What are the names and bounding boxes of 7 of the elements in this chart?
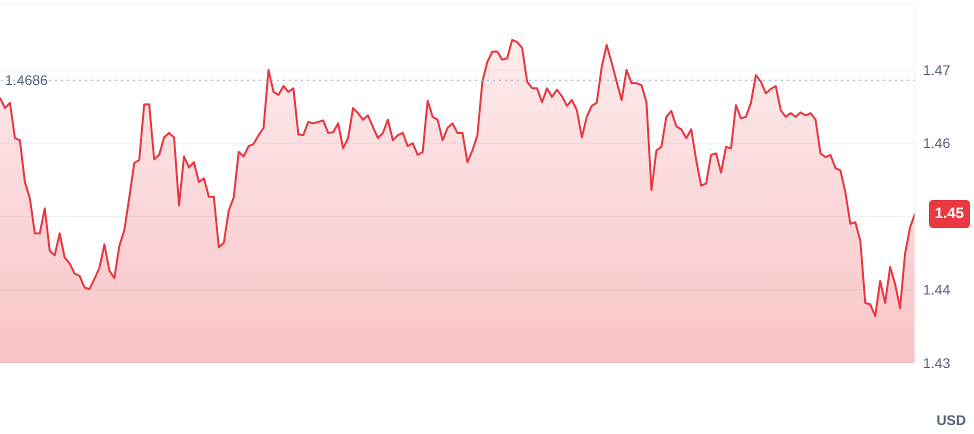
text: 1.45 bbox=[928, 200, 970, 228]
y-tick-label: 1.43 bbox=[923, 354, 950, 371]
ref-line-label: 1.4686 bbox=[5, 72, 48, 88]
y-tick-label: 1.46 bbox=[923, 135, 950, 152]
y-axis-title: USD bbox=[936, 412, 966, 428]
y-tick-label: 1.44 bbox=[923, 282, 950, 298]
y-tick-label: 1.47 bbox=[923, 62, 950, 78]
